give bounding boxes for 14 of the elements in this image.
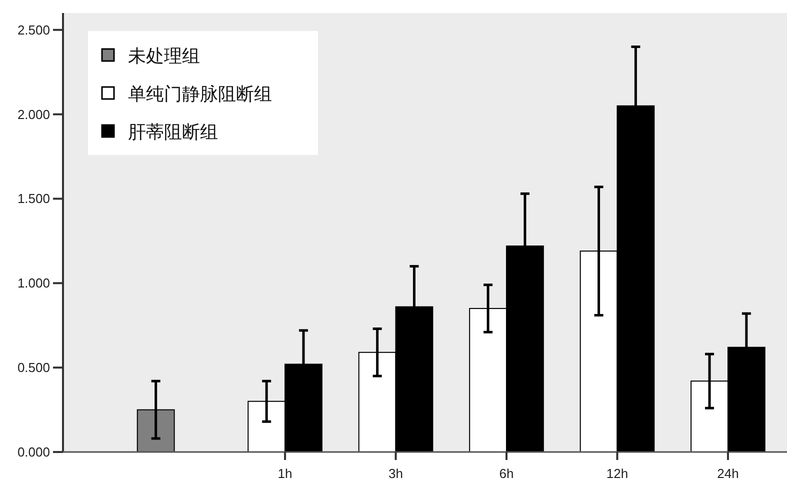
- legend-label: 单纯门静脉阻断组: [128, 84, 272, 105]
- y-tick-label: 2.000: [17, 106, 50, 122]
- y-tick-label: 0.000: [17, 444, 50, 460]
- x-tick-label: 24h: [717, 466, 739, 481]
- x-tick-label: 3h: [388, 466, 403, 481]
- y-tick-label: 2.500: [17, 22, 50, 38]
- legend-label: 肝蒂阻断组: [128, 122, 218, 143]
- y-tick-label: 1.500: [17, 191, 50, 206]
- legend-label: 未处理组: [128, 46, 200, 67]
- y-tick-label: 1.000: [17, 276, 50, 291]
- x-tick-label: 6h: [499, 466, 514, 481]
- x-tick-label: 12h: [606, 466, 628, 481]
- x-tick-label: 1h: [278, 466, 292, 481]
- y-tick-label: 0.500: [17, 360, 50, 376]
